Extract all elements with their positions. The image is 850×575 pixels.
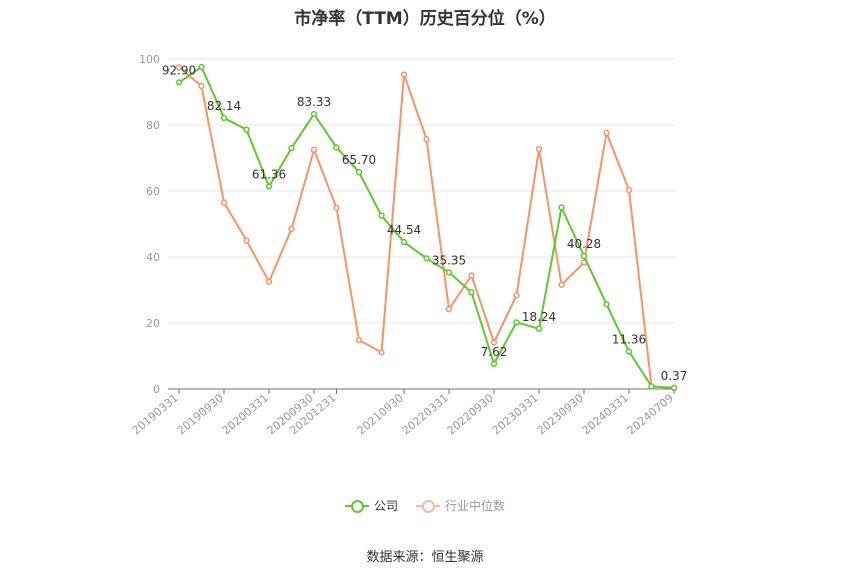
y-tick-label: 40 bbox=[146, 251, 160, 264]
chart-title: 市净率（TTM）历史百分位（%） bbox=[294, 9, 556, 29]
data-point-industry-median bbox=[445, 305, 453, 313]
data-point-company bbox=[198, 63, 205, 71]
data-point-industry-median bbox=[355, 337, 363, 344]
data-label: 92.90 bbox=[162, 63, 196, 77]
data-point-industry-median bbox=[220, 199, 228, 206]
data-point-industry-median bbox=[378, 349, 385, 356]
data-point-company bbox=[378, 212, 385, 219]
x-tick-label: 20210930 bbox=[355, 391, 406, 437]
data-point-industry-median bbox=[198, 82, 205, 90]
y-tick-label: 100 bbox=[139, 53, 160, 66]
data-point-company bbox=[513, 319, 520, 326]
series-layer bbox=[175, 63, 678, 392]
data-point-company bbox=[648, 383, 655, 390]
y-tick-label: 80 bbox=[146, 119, 160, 132]
data-label: 11.36 bbox=[612, 333, 646, 347]
legend-item-company[interactable]: 公司 bbox=[344, 497, 398, 514]
x-tick-label: 20240709 bbox=[625, 391, 676, 437]
x-tick-label: 20220331 bbox=[400, 391, 451, 437]
data-label: 83.33 bbox=[297, 95, 331, 109]
legend-swatch-industry-median bbox=[416, 499, 440, 513]
data-point-industry-median bbox=[513, 292, 520, 299]
y-tick-label: 0 bbox=[153, 383, 160, 396]
data-point-company bbox=[243, 126, 250, 133]
x-tick-label: 20190331 bbox=[130, 391, 181, 437]
data-point-company bbox=[625, 348, 633, 355]
data-label: 65.70 bbox=[342, 153, 376, 167]
data-point-industry-median bbox=[490, 339, 498, 346]
data-label: 82.14 bbox=[207, 99, 241, 113]
data-label: 61.36 bbox=[252, 168, 286, 182]
data-point-industry-median bbox=[423, 136, 430, 143]
grid-lines bbox=[168, 58, 675, 324]
data-point-company bbox=[175, 79, 183, 86]
legend-swatch-company bbox=[344, 499, 369, 513]
data-label: 35.35 bbox=[432, 253, 466, 267]
data-point-company bbox=[310, 110, 318, 118]
x-tick-label: 20240331 bbox=[580, 391, 631, 437]
legend-label-industry-median: 行业中位数 bbox=[445, 499, 506, 513]
data-label: 40.28 bbox=[567, 237, 601, 251]
data-label: 7.62 bbox=[481, 345, 508, 359]
data-label: 44.54 bbox=[387, 223, 421, 237]
data-point-company bbox=[265, 183, 273, 190]
legend-item-industry-median[interactable]: 行业中位数 bbox=[416, 497, 505, 514]
data-point-company bbox=[333, 144, 340, 151]
data-point-industry-median bbox=[288, 225, 295, 233]
x-tick-label: 20220930 bbox=[445, 391, 496, 437]
series-line-company bbox=[178, 65, 675, 389]
data-point-company bbox=[220, 114, 228, 122]
data-point-industry-median bbox=[243, 237, 250, 244]
y-tick-label: 60 bbox=[146, 185, 160, 198]
data-label: 0.37 bbox=[661, 369, 688, 383]
data-point-company bbox=[670, 384, 678, 391]
data-point-company bbox=[535, 325, 543, 332]
data-point-industry-median bbox=[468, 272, 475, 279]
x-tick-label: 20230930 bbox=[535, 391, 586, 437]
y-tick-label: 20 bbox=[146, 317, 160, 330]
data-point-industry-median bbox=[400, 71, 408, 78]
data-point-industry-median bbox=[265, 278, 273, 285]
data-point-company bbox=[288, 144, 295, 152]
legend: 公司 行业中位数 bbox=[0, 497, 850, 514]
data-point-company bbox=[468, 289, 475, 296]
data-point-company bbox=[423, 255, 430, 262]
data-labels: 92.90 82.14 61.36 83.33 65.70 44.54 35.35 7.62 1… bbox=[162, 63, 688, 382]
data-point-industry-median bbox=[175, 64, 183, 71]
series-line-industry-median bbox=[178, 66, 675, 390]
data-point-company bbox=[558, 204, 565, 211]
data-source: 数据来源：恒生聚源 bbox=[366, 550, 484, 565]
data-point-industry-median bbox=[333, 204, 340, 211]
x-tick-label: 20200331 bbox=[220, 391, 271, 437]
data-point-company bbox=[603, 301, 610, 308]
legend-label-company: 公司 bbox=[373, 499, 398, 513]
data-point-company bbox=[400, 238, 408, 246]
data-point-company bbox=[490, 360, 498, 368]
x-tick-label: 20190930 bbox=[175, 391, 226, 437]
data-point-company bbox=[445, 269, 453, 276]
data-point-industry-median bbox=[310, 146, 318, 153]
data-point-industry-median bbox=[603, 129, 610, 137]
data-point-industry-median bbox=[625, 186, 633, 194]
data-point-industry-median bbox=[558, 281, 565, 288]
data-point-company bbox=[355, 169, 363, 176]
x-tick-label: 20230331 bbox=[490, 391, 541, 437]
data-point-industry-median bbox=[535, 145, 543, 153]
data-label: 18.24 bbox=[522, 310, 556, 324]
data-point-company bbox=[580, 252, 588, 260]
